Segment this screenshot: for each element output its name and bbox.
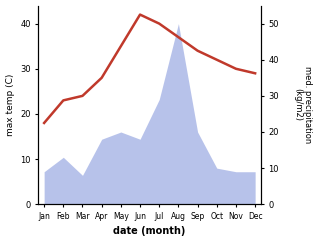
Y-axis label: max temp (C): max temp (C): [5, 74, 15, 136]
Y-axis label: med. precipitation
(kg/m2): med. precipitation (kg/m2): [293, 66, 313, 144]
X-axis label: date (month): date (month): [114, 227, 186, 236]
